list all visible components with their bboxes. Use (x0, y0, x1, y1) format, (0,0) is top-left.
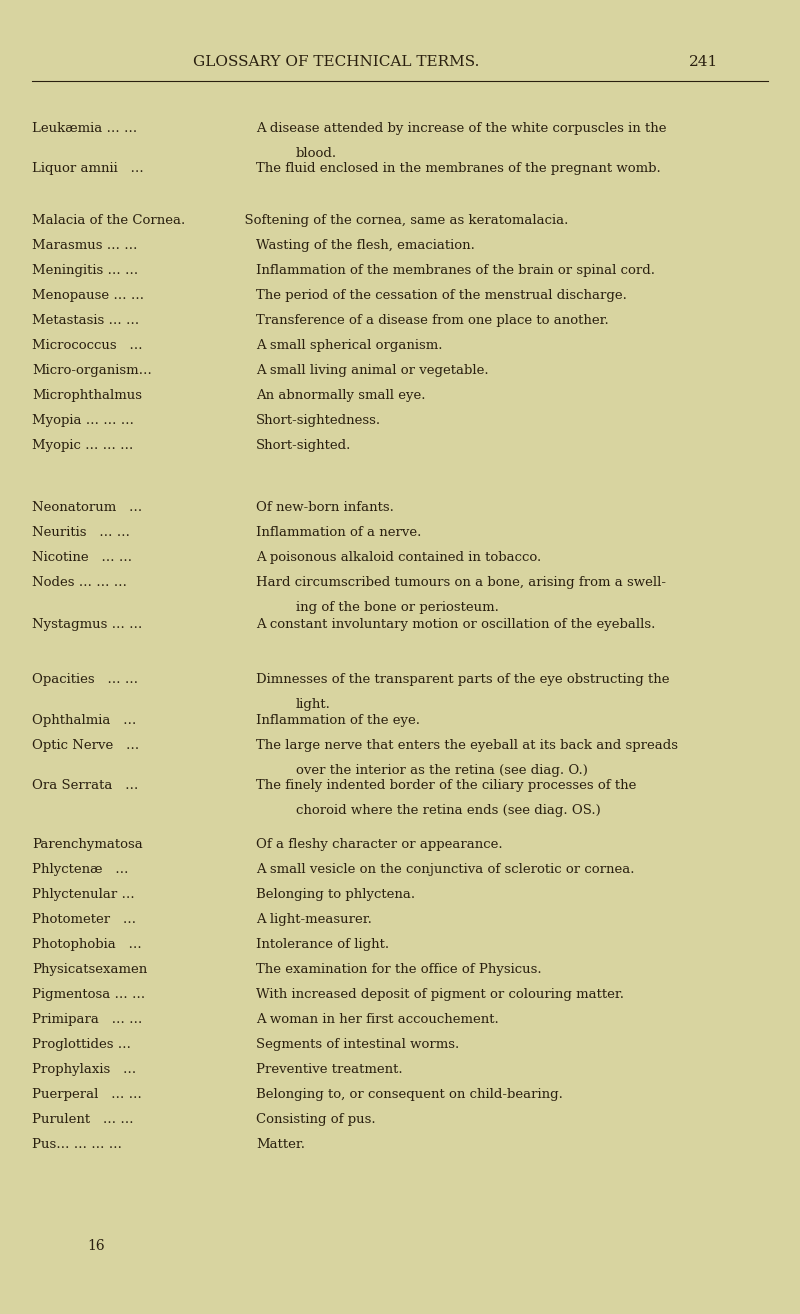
Text: Consisting of pus.: Consisting of pus. (256, 1113, 375, 1126)
Text: Microphthalmus: Microphthalmus (32, 389, 142, 402)
Text: Micrococcus   …: Micrococcus … (32, 339, 142, 352)
Text: A woman in her first accouchement.: A woman in her first accouchement. (256, 1013, 498, 1026)
Text: Opacities   … …: Opacities … … (32, 673, 138, 686)
Text: The large nerve that enters the eyeball at its back and spreads: The large nerve that enters the eyeball … (256, 738, 678, 752)
Text: Menopause … …: Menopause … … (32, 289, 144, 302)
Text: A disease attended by increase of the white corpuscles in the: A disease attended by increase of the wh… (256, 122, 666, 135)
Text: Puerperal   … …: Puerperal … … (32, 1088, 142, 1101)
Text: Myopia … … …: Myopia … … … (32, 414, 134, 427)
Text: Inflammation of the eye.: Inflammation of the eye. (256, 714, 420, 727)
Text: 16: 16 (87, 1239, 105, 1252)
Text: Physicatsexamen: Physicatsexamen (32, 963, 147, 976)
Text: A light-measurer.: A light-measurer. (256, 913, 372, 926)
Text: Intolerance of light.: Intolerance of light. (256, 938, 389, 951)
Text: Short-sighted.: Short-sighted. (256, 439, 351, 452)
Text: Belonging to phlyctena.: Belonging to phlyctena. (256, 888, 415, 901)
Text: Parenchymatosa: Parenchymatosa (32, 838, 142, 851)
Text: A poisonous alkaloid contained in tobacco.: A poisonous alkaloid contained in tobacc… (256, 551, 541, 564)
Text: Matter.: Matter. (256, 1138, 305, 1151)
Text: Optic Nerve   …: Optic Nerve … (32, 738, 139, 752)
Text: Of new-born infants.: Of new-born infants. (256, 501, 394, 514)
Text: ing of the bone or periosteum.: ing of the bone or periosteum. (296, 600, 498, 614)
Text: over the interior as the retina (see diag. O.): over the interior as the retina (see dia… (296, 763, 588, 777)
Text: The finely indented border of the ciliary processes of the: The finely indented border of the ciliar… (256, 779, 636, 792)
Text: Preventive treatment.: Preventive treatment. (256, 1063, 402, 1076)
Text: The fluid enclosed in the membranes of the pregnant womb.: The fluid enclosed in the membranes of t… (256, 162, 661, 175)
Text: GLOSSARY OF TECHNICAL TERMS.: GLOSSARY OF TECHNICAL TERMS. (193, 55, 479, 68)
Text: A constant involuntary motion or oscillation of the eyeballs.: A constant involuntary motion or oscilla… (256, 618, 655, 631)
Text: Of a fleshy character or appearance.: Of a fleshy character or appearance. (256, 838, 502, 851)
Text: Phlyctenæ   …: Phlyctenæ … (32, 863, 129, 876)
Text: Pigmentosa … …: Pigmentosa … … (32, 988, 146, 1001)
Text: Marasmus … …: Marasmus … … (32, 239, 138, 252)
Text: Nodes … … …: Nodes … … … (32, 576, 127, 589)
Text: Dimnesses of the transparent parts of the eye obstructing the: Dimnesses of the transparent parts of th… (256, 673, 670, 686)
Text: 241: 241 (689, 55, 718, 68)
Text: Neonatorum   …: Neonatorum … (32, 501, 142, 514)
Text: A small living animal or vegetable.: A small living animal or vegetable. (256, 364, 489, 377)
Text: The examination for the office of Physicus.: The examination for the office of Physic… (256, 963, 542, 976)
Text: A small vesicle on the conjunctiva of sclerotic or cornea.: A small vesicle on the conjunctiva of sc… (256, 863, 634, 876)
Text: Nystagmus … …: Nystagmus … … (32, 618, 142, 631)
Text: Liquor amnii   …: Liquor amnii … (32, 162, 144, 175)
Text: Neuritis   … …: Neuritis … … (32, 526, 130, 539)
Text: light.: light. (296, 698, 330, 711)
Text: Micro-organism…: Micro-organism… (32, 364, 152, 377)
Text: The period of the cessation of the menstrual discharge.: The period of the cessation of the menst… (256, 289, 626, 302)
Text: Pus… … … …: Pus… … … … (32, 1138, 122, 1151)
Text: With increased deposit of pigment or colouring matter.: With increased deposit of pigment or col… (256, 988, 624, 1001)
Text: Inflammation of the membranes of the brain or spinal cord.: Inflammation of the membranes of the bra… (256, 264, 655, 277)
Text: Photometer   …: Photometer … (32, 913, 136, 926)
Text: Myopic … … …: Myopic … … … (32, 439, 134, 452)
Text: Prophylaxis   …: Prophylaxis … (32, 1063, 136, 1076)
Text: Metastasis … …: Metastasis … … (32, 314, 139, 327)
Text: An abnormally small eye.: An abnormally small eye. (256, 389, 426, 402)
Text: Phlyctenular …: Phlyctenular … (32, 888, 134, 901)
Text: Purulent   … …: Purulent … … (32, 1113, 134, 1126)
Text: Inflammation of a nerve.: Inflammation of a nerve. (256, 526, 422, 539)
Text: Ora Serrata   …: Ora Serrata … (32, 779, 138, 792)
Text: Leukæmia … …: Leukæmia … … (32, 122, 138, 135)
Text: Meningitis … …: Meningitis … … (32, 264, 138, 277)
Text: Nicotine   … …: Nicotine … … (32, 551, 132, 564)
Text: A small spherical organism.: A small spherical organism. (256, 339, 442, 352)
Text: Ophthalmia   …: Ophthalmia … (32, 714, 136, 727)
Text: Photophobia   …: Photophobia … (32, 938, 142, 951)
Text: Hard circumscribed tumours on a bone, arising from a swell-: Hard circumscribed tumours on a bone, ar… (256, 576, 666, 589)
Text: Segments of intestinal worms.: Segments of intestinal worms. (256, 1038, 459, 1051)
Text: Proglottides …: Proglottides … (32, 1038, 131, 1051)
Text: Short-sightedness.: Short-sightedness. (256, 414, 381, 427)
Text: Malacia of the Cornea.: Malacia of the Cornea. (32, 214, 186, 227)
Text: Primipara   … …: Primipara … … (32, 1013, 142, 1026)
Text: blood.: blood. (296, 147, 337, 160)
Text: Transference of a disease from one place to another.: Transference of a disease from one place… (256, 314, 609, 327)
Text: choroid where the retina ends (see diag. OS.): choroid where the retina ends (see diag.… (296, 804, 601, 817)
Text: Wasting of the flesh, emaciation.: Wasting of the flesh, emaciation. (256, 239, 474, 252)
Text: Softening of the cornea, same as keratomalacia.: Softening of the cornea, same as keratom… (236, 214, 568, 227)
Text: Belonging to, or consequent on child-bearing.: Belonging to, or consequent on child-bea… (256, 1088, 562, 1101)
